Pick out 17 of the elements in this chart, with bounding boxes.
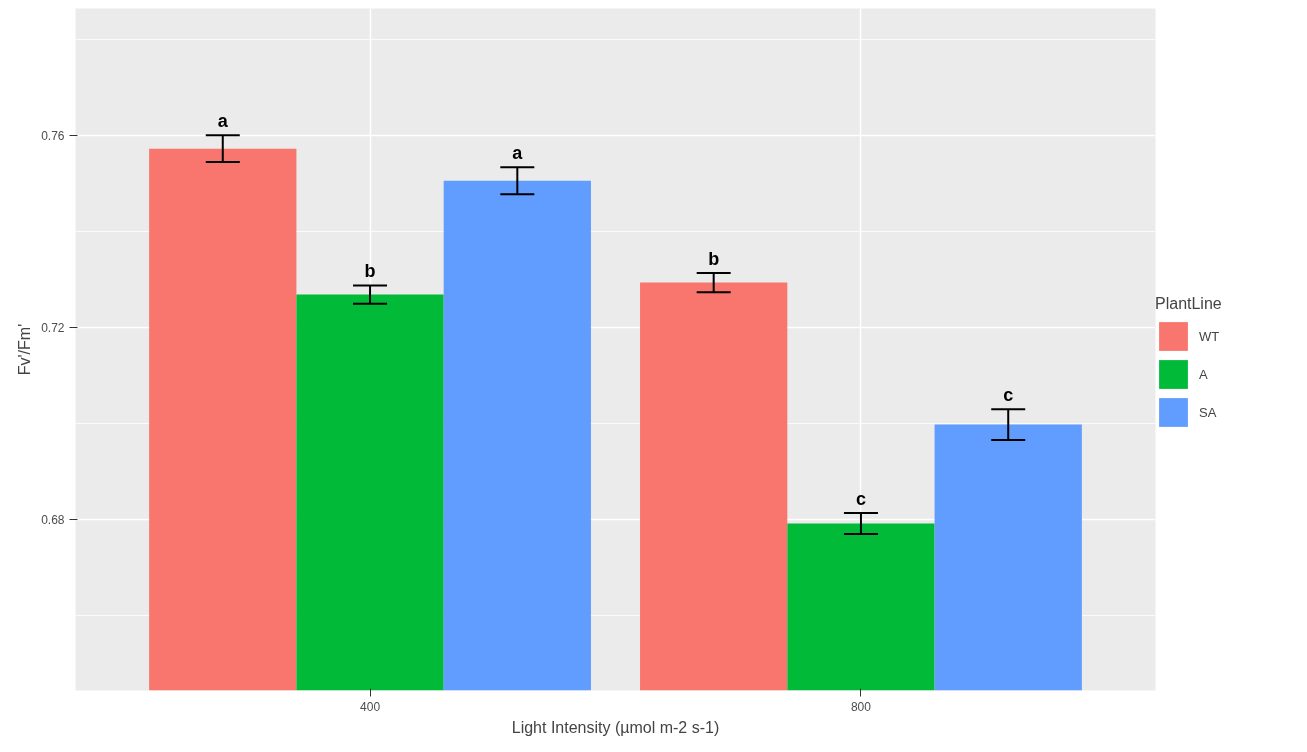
legend-label: A: [1199, 366, 1209, 382]
annotation: a: [217, 111, 229, 132]
x-tick-label: 800: [850, 699, 872, 714]
y-axis-title: Fv'/Fm': [16, 323, 34, 376]
annotation: b: [364, 261, 376, 282]
annotation: a: [512, 143, 524, 164]
x-axis-title: Light Intensity (µmol m-2 s-1): [511, 718, 720, 736]
annotation: b: [708, 248, 720, 269]
legend-label: SA: [1199, 404, 1218, 420]
annotation: c: [1003, 385, 1014, 406]
y-tick-label: 0.76: [41, 129, 65, 144]
legend-title: PlantLine: [1155, 295, 1222, 313]
annotation: c: [855, 488, 866, 509]
y-tick-label: 0.72: [41, 321, 65, 336]
x-tick-label: 400: [360, 699, 381, 714]
y-tick-label: 0.68: [41, 513, 65, 528]
legend-label: WT: [1199, 328, 1220, 344]
